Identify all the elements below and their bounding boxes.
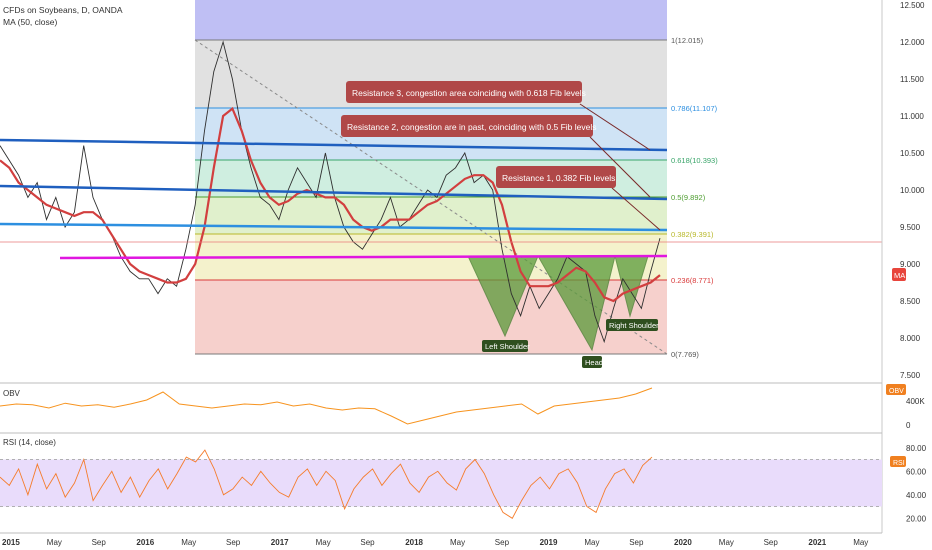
fib-zone-top xyxy=(195,0,667,40)
price-tick-label: 10.500 xyxy=(900,149,925,158)
callout-3-box xyxy=(346,81,582,103)
obv-tick-400k: 400K xyxy=(906,397,925,406)
head-label: Head xyxy=(585,358,603,367)
resistance-line-2[interactable] xyxy=(0,184,668,201)
resistance-line-1[interactable] xyxy=(0,222,668,232)
fib-label-0: 0(7.769) xyxy=(671,350,699,359)
time-tick-label: May xyxy=(719,538,734,547)
obv-badge xyxy=(886,384,906,395)
neckline[interactable] xyxy=(59,254,668,260)
price-tick-label: 12.000 xyxy=(900,38,925,47)
price-tick-label: 9.000 xyxy=(900,260,921,269)
time-tick-label: 2016 xyxy=(136,538,154,547)
time-tick-label: May xyxy=(47,538,62,547)
price-tick-label: 7.500 xyxy=(900,371,921,380)
time-tick-label: 2018 xyxy=(405,538,423,547)
callout-3-pointer xyxy=(579,103,651,151)
time-tick-label: May xyxy=(450,538,465,547)
obv-tick-0: 0 xyxy=(906,421,911,430)
rsi-tick-label: 60.00 xyxy=(906,467,927,476)
obv-title: OBV xyxy=(3,389,21,398)
indicator-label: MA (50, close) xyxy=(3,17,57,27)
rsi-pane: RSI (14, close) RSI 80.00 60.00 40.00 20.00 xyxy=(0,432,927,524)
price-tick-label: 10.000 xyxy=(900,186,925,195)
rsi-line xyxy=(0,449,653,519)
price-tick-label: 9.500 xyxy=(900,223,921,232)
fib-label-0382: 0.382(9.391) xyxy=(671,230,714,239)
head-label-bg xyxy=(582,356,602,368)
trend-lines xyxy=(0,138,882,260)
rsi-tick-label: 40.00 xyxy=(906,491,927,500)
time-tick-label: Sep xyxy=(92,538,107,547)
callout-2-text: Resistance 2, congestion are in past, co… xyxy=(347,122,596,132)
time-tick-label: Sep xyxy=(764,538,779,547)
callout-2-box xyxy=(341,115,593,137)
rsi-title: RSI (14, close) xyxy=(3,438,56,447)
time-tick-label: 2017 xyxy=(271,538,289,547)
fib-diagonal xyxy=(194,39,668,355)
fib-label-05: 0.5(9.892) xyxy=(671,193,706,202)
price-tick-label: 8.000 xyxy=(900,334,921,343)
fib-label-0786: 0.786(11.107) xyxy=(671,104,718,113)
time-tick-label: Sep xyxy=(629,538,644,547)
price-tick-label: 8.500 xyxy=(900,297,921,306)
obv-line xyxy=(0,387,653,425)
time-tick-label: May xyxy=(584,538,599,547)
resistance-line-3[interactable] xyxy=(0,138,668,152)
callout-3[interactable]: Resistance 3, congestion area coinciding… xyxy=(346,81,651,151)
callout-2-pointer xyxy=(589,136,651,198)
price-tick-label: 11.500 xyxy=(900,75,924,84)
rsi-badge xyxy=(890,456,906,467)
time-tick-label: Sep xyxy=(495,538,510,547)
rsi-tick-label: 80.00 xyxy=(906,444,927,453)
ma-badge xyxy=(892,268,906,281)
left-shoulder-label-bg xyxy=(482,340,528,352)
time-tick-label: May xyxy=(181,538,196,547)
ma-badge-text: MA xyxy=(894,271,905,280)
time-tick-label: 2019 xyxy=(540,538,558,547)
fib-label-0618: 0.618(10.393) xyxy=(671,156,718,165)
rsi-badge-text: RSI xyxy=(893,460,905,467)
obv-badge-text: OBV xyxy=(889,388,904,395)
right-shoulder-label-bg xyxy=(606,319,658,331)
time-tick-label: 2021 xyxy=(808,538,826,547)
rsi-band xyxy=(0,459,882,507)
ma-line xyxy=(0,106,661,303)
fib-levels: 1(12.015) 0.786(11.107) 0.618(10.393) 0.… xyxy=(194,36,718,359)
callout-3-text: Resistance 3, congestion area coinciding… xyxy=(352,88,586,98)
time-tick-label: May xyxy=(316,538,331,547)
obv-pane: OBV OBV 400K 0 xyxy=(0,382,925,430)
fib-label-0236: 0.236(8.771) xyxy=(671,276,714,285)
callout-1[interactable]: Resistance 1, 0.382 Fib levels xyxy=(496,166,661,231)
rsi-axis: 80.00 60.00 40.00 20.00 xyxy=(906,444,927,524)
callout-1-text: Resistance 1, 0.382 Fib levels xyxy=(502,173,615,183)
right-shoulder-label: Right Shoulder xyxy=(609,321,659,330)
left-shoulder-label: Left Shoulder xyxy=(485,342,530,351)
time-tick-label: Sep xyxy=(226,538,241,547)
time-tick-label: May xyxy=(853,538,868,547)
time-tick-label: 2020 xyxy=(674,538,692,547)
time-axis: 2015 May Sep 2016 May Sep 2017 May Sep 2018 May Sep… xyxy=(2,538,868,547)
rsi-tick-label: 20.00 xyxy=(906,514,927,523)
price-tick-label: 11.000 xyxy=(900,112,924,121)
pattern-labels: Left Shoulder Head Right Shoulder xyxy=(482,319,659,368)
callout-1-pointer xyxy=(611,187,661,231)
chart-title: CFDs on Soybeans, D, OANDA xyxy=(3,5,123,15)
fib-label-1: 1(12.015) xyxy=(671,36,704,45)
callout-1-box xyxy=(496,166,616,188)
time-tick-label: Sep xyxy=(360,538,375,547)
time-tick-label: 2015 xyxy=(2,538,20,547)
price-tick-label: 12.500 xyxy=(900,1,925,10)
callout-2[interactable]: Resistance 2, congestion are in past, co… xyxy=(341,115,651,198)
price-axis: 12.500 12.000 11.500 11.000 10.500 10.000 9.50… xyxy=(881,0,925,533)
